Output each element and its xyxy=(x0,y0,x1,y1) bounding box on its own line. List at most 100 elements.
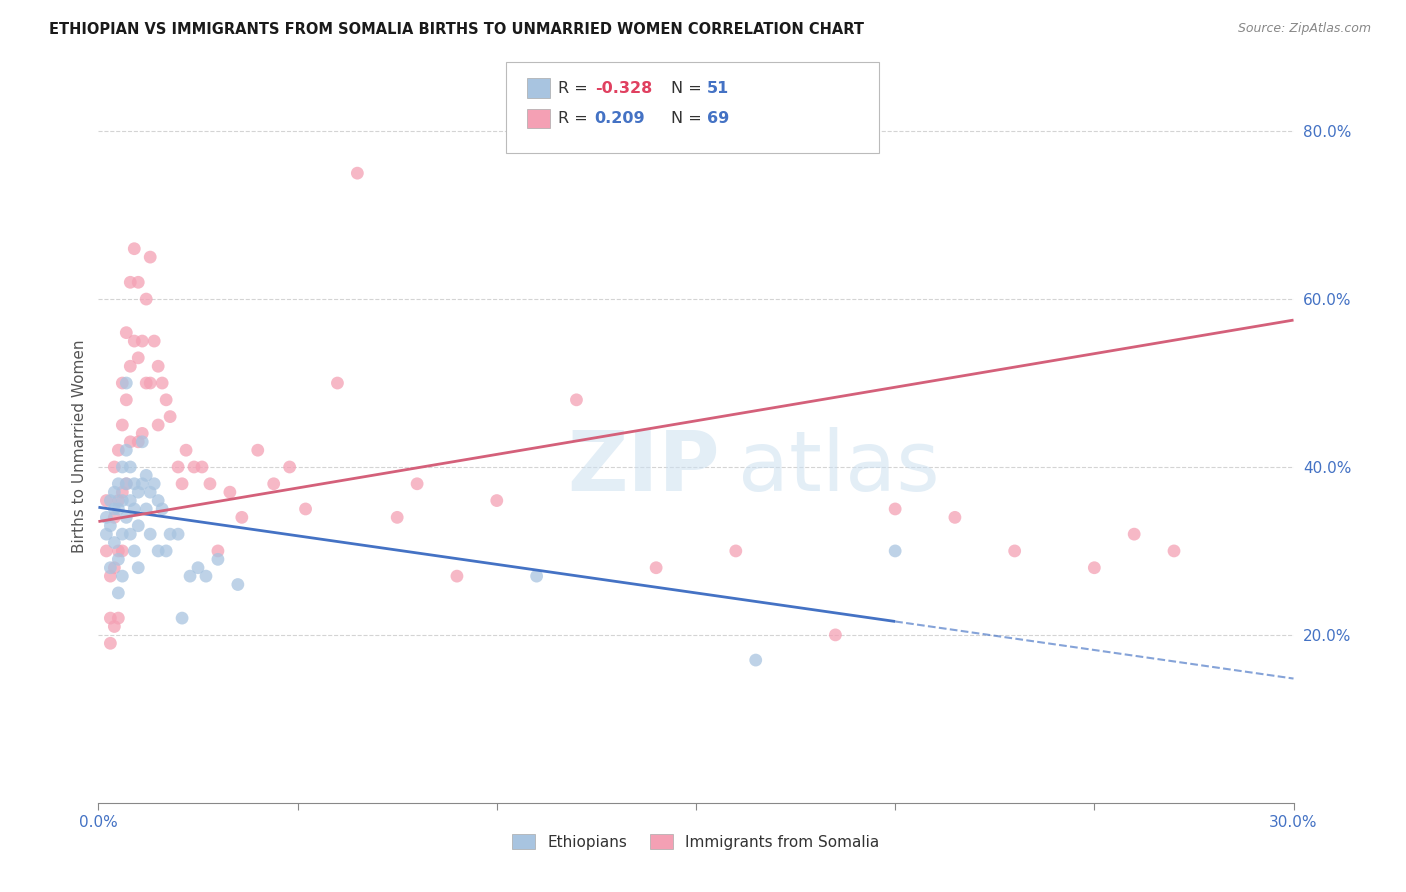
Point xyxy=(191,460,214,475)
Text: 51: 51 xyxy=(707,81,730,95)
Point xyxy=(278,460,301,475)
Point xyxy=(127,351,149,365)
Point xyxy=(103,560,125,574)
Point xyxy=(159,409,181,424)
Point xyxy=(127,434,149,449)
Text: Source: ZipAtlas.com: Source: ZipAtlas.com xyxy=(1237,22,1371,36)
Text: R =: R = xyxy=(558,112,593,126)
Point xyxy=(120,493,142,508)
Point xyxy=(155,392,177,407)
Point xyxy=(111,527,134,541)
Point xyxy=(385,510,409,524)
Point xyxy=(124,476,146,491)
Point xyxy=(745,653,768,667)
Point xyxy=(103,535,125,549)
Point xyxy=(111,376,134,390)
Text: ETHIOPIAN VS IMMIGRANTS FROM SOMALIA BIRTHS TO UNMARRIED WOMEN CORRELATION CHART: ETHIOPIAN VS IMMIGRANTS FROM SOMALIA BIR… xyxy=(49,22,865,37)
Point xyxy=(124,334,146,348)
Point xyxy=(111,417,134,432)
Text: N =: N = xyxy=(671,112,707,126)
Point xyxy=(120,527,142,541)
Point xyxy=(120,359,142,374)
Point xyxy=(120,275,142,289)
Point xyxy=(120,460,142,475)
Point xyxy=(139,527,162,541)
Point xyxy=(1163,544,1185,558)
Point xyxy=(135,376,157,390)
Point xyxy=(111,493,134,508)
Point xyxy=(115,443,138,458)
Point xyxy=(115,476,138,491)
Point xyxy=(1123,527,1146,541)
Point xyxy=(179,569,201,583)
Point xyxy=(96,527,118,541)
Point xyxy=(107,544,129,558)
Point xyxy=(107,476,129,491)
Point xyxy=(148,359,170,374)
Point xyxy=(485,493,508,508)
Point xyxy=(183,460,205,475)
Point xyxy=(115,392,138,407)
Point xyxy=(115,326,138,340)
Point xyxy=(135,292,157,306)
Point xyxy=(446,569,468,583)
Point xyxy=(135,468,157,483)
Point xyxy=(159,527,181,541)
Point xyxy=(246,443,269,458)
Point xyxy=(127,560,149,574)
Point xyxy=(195,569,218,583)
Text: atlas: atlas xyxy=(738,427,939,508)
Point xyxy=(226,577,249,591)
Point xyxy=(135,502,157,516)
Point xyxy=(107,552,129,566)
Point xyxy=(127,275,149,289)
Point xyxy=(124,544,146,558)
Point xyxy=(326,376,349,390)
Point xyxy=(155,544,177,558)
Point xyxy=(346,166,368,180)
Point xyxy=(139,376,162,390)
Point xyxy=(207,552,229,566)
Point xyxy=(131,476,153,491)
Point xyxy=(824,628,846,642)
Point xyxy=(124,242,146,256)
Point xyxy=(148,493,170,508)
Point xyxy=(219,485,242,500)
Text: 69: 69 xyxy=(707,112,730,126)
Point xyxy=(150,502,173,516)
Point xyxy=(96,510,118,524)
Point xyxy=(645,560,668,574)
Point xyxy=(139,250,162,264)
Point xyxy=(139,485,162,500)
Point xyxy=(111,460,134,475)
Point xyxy=(98,560,122,574)
Point xyxy=(111,544,134,558)
Point xyxy=(143,334,166,348)
Point xyxy=(124,502,146,516)
Point xyxy=(98,611,122,625)
Point xyxy=(115,376,138,390)
Point xyxy=(943,510,966,524)
Point xyxy=(103,502,125,516)
Point xyxy=(207,544,229,558)
Point xyxy=(526,569,548,583)
Point xyxy=(107,502,129,516)
Point xyxy=(107,586,129,600)
Text: -0.328: -0.328 xyxy=(595,81,652,95)
Point xyxy=(231,510,253,524)
Point xyxy=(884,502,907,516)
Point xyxy=(103,460,125,475)
Point xyxy=(263,476,285,491)
Point xyxy=(172,476,194,491)
Point xyxy=(187,560,209,574)
Point xyxy=(148,544,170,558)
Point xyxy=(131,434,153,449)
Point xyxy=(115,476,138,491)
Point xyxy=(127,485,149,500)
Point xyxy=(1083,560,1105,574)
Point xyxy=(96,493,118,508)
Point xyxy=(174,443,197,458)
Point xyxy=(198,476,221,491)
Point xyxy=(127,518,149,533)
Point xyxy=(120,434,142,449)
